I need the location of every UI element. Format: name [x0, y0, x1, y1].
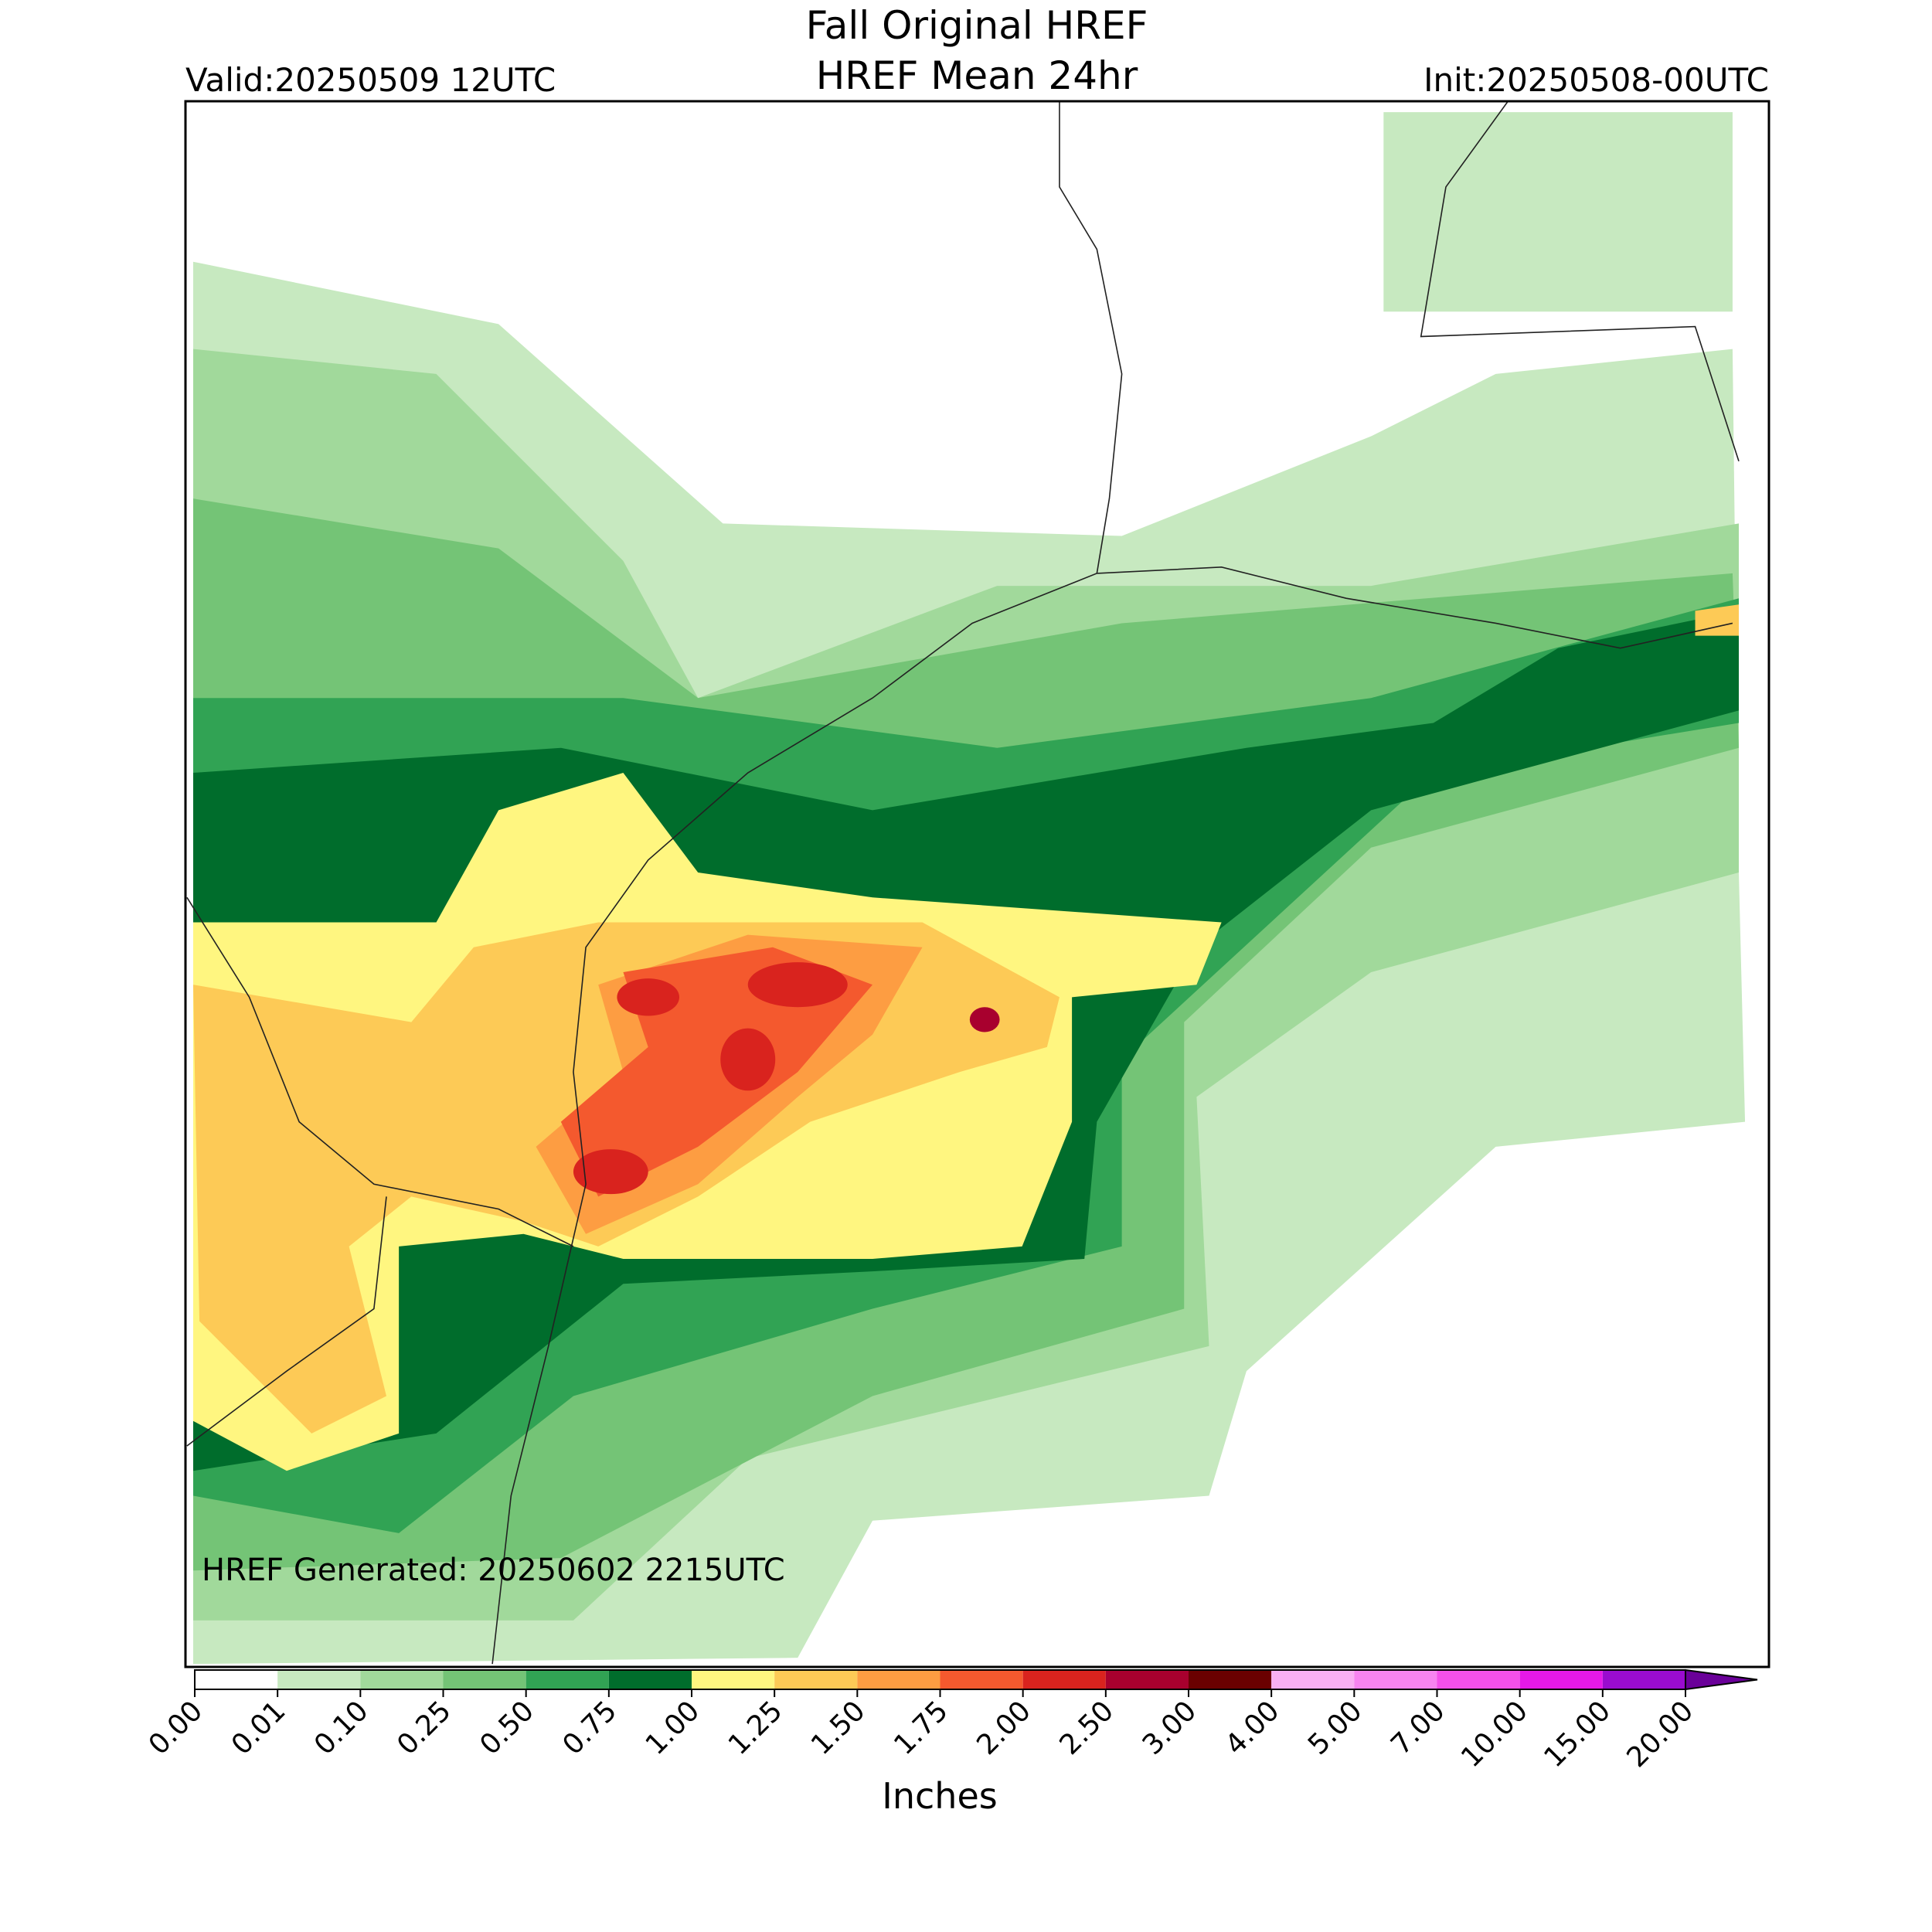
colorbar-segment	[940, 1670, 1023, 1689]
colorbar-tick-label: 1.75	[888, 1695, 954, 1761]
colorbar-tick-label: 1.00	[640, 1695, 706, 1761]
generated-time: HREF Generated: 20250602 2215UTC	[202, 1553, 785, 1588]
colorbar-tick-label: 7.00	[1385, 1695, 1451, 1761]
colorbar-segment	[1271, 1670, 1355, 1689]
colorbar-segment	[692, 1670, 775, 1689]
precip-field	[186, 101, 1746, 1665]
colorbar-tick-label: 0.01	[226, 1695, 292, 1761]
colorbar-tick-label: 0.75	[557, 1695, 624, 1761]
colorbar-segment	[1105, 1670, 1189, 1689]
colorbar-tick-label: 0.25	[391, 1695, 457, 1761]
colorbar-segment	[857, 1670, 940, 1689]
colorbar-segment	[1437, 1670, 1520, 1689]
colorbar-tick-label: 1.25	[723, 1695, 789, 1761]
colorbar-tick-label: 5.00	[1302, 1695, 1369, 1761]
colorbar-tick-label: 2.50	[1054, 1695, 1121, 1761]
init-time: Init:20250508-00UTC	[1423, 61, 1769, 99]
colorbar-tick-label: 3.00	[1137, 1695, 1203, 1761]
colorbar-label: Inches	[882, 1775, 997, 1817]
colorbar-tick-label: 10.00	[1455, 1695, 1534, 1774]
colorbar-extend	[1685, 1668, 1758, 1691]
title-line-2: HREF Mean 24hr	[816, 53, 1138, 98]
colorbar-segment	[360, 1670, 444, 1689]
colorbar-segment	[277, 1670, 361, 1689]
colorbar-tick-label: 0.10	[308, 1695, 375, 1761]
colorbar-segment	[1519, 1670, 1603, 1689]
coastlines	[186, 101, 1740, 1665]
map-frame	[184, 100, 1770, 1668]
title-line-1: Fall Original HREF	[806, 3, 1148, 48]
valid-time: Valid:20250509 12UTC	[185, 61, 556, 99]
colorbar-segment	[195, 1670, 278, 1689]
colorbar-segment	[608, 1670, 692, 1689]
colorbar-segment	[1189, 1670, 1272, 1689]
colorbar-segment	[1354, 1670, 1437, 1689]
colorbar-tick-label: 2.00	[971, 1695, 1037, 1761]
colorbar-segment	[774, 1670, 858, 1689]
colorbar-segment	[1602, 1670, 1685, 1689]
colorbar: 0.00 0.01 0.10 0.25 0.50 0.75 1.00 1.25 1.50 1.75…	[143, 1668, 1758, 1774]
colorbar-tick-label: 0.00	[143, 1695, 209, 1761]
colorbar-tick-label: 1.50	[805, 1695, 872, 1761]
colorbar-tick-label: 20.00	[1621, 1695, 1699, 1774]
colorbar-tick-label: 0.50	[474, 1695, 540, 1761]
colorbar-segment	[526, 1670, 609, 1689]
colorbar-segment	[443, 1670, 526, 1689]
colorbar-tick-label: 15.00	[1538, 1695, 1617, 1774]
colorbar-segment	[1022, 1670, 1106, 1689]
colorbar-tick-label: 4.00	[1219, 1695, 1286, 1761]
